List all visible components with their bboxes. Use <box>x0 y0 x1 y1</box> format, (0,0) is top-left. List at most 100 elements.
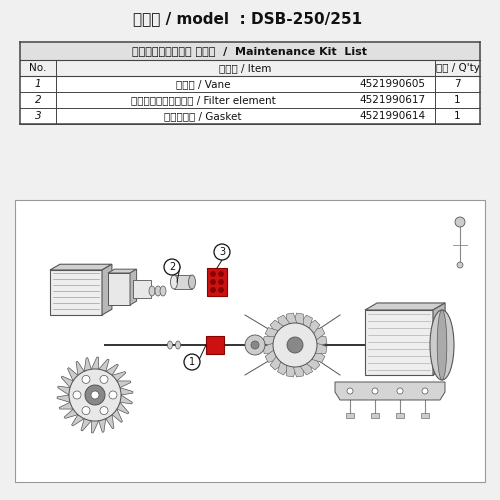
Circle shape <box>251 341 259 349</box>
Polygon shape <box>92 420 98 433</box>
Circle shape <box>273 323 317 367</box>
Polygon shape <box>84 358 92 372</box>
Text: 機種名 / model  : DSB-250/251: 機種名 / model : DSB-250/251 <box>134 12 362 26</box>
Circle shape <box>184 354 200 370</box>
Polygon shape <box>112 372 126 381</box>
Text: メンテナンスキット リスト  /  Maintenance Kit  List: メンテナンスキット リスト / Maintenance Kit List <box>132 46 368 56</box>
Circle shape <box>218 288 224 292</box>
Circle shape <box>372 388 378 394</box>
Polygon shape <box>76 362 84 376</box>
Polygon shape <box>108 273 130 305</box>
Bar <box>396 413 404 418</box>
Polygon shape <box>365 310 433 375</box>
Polygon shape <box>300 315 312 328</box>
Polygon shape <box>106 414 114 428</box>
Polygon shape <box>112 409 122 422</box>
Bar <box>20 76 480 92</box>
Ellipse shape <box>176 341 180 349</box>
Polygon shape <box>117 381 131 388</box>
Circle shape <box>218 280 224 284</box>
Circle shape <box>397 388 403 394</box>
Circle shape <box>210 272 216 276</box>
Polygon shape <box>270 320 283 334</box>
Text: 部品名 / Item: 部品名 / Item <box>220 63 272 73</box>
Polygon shape <box>312 350 325 362</box>
Text: 数量 / Q'ty: 数量 / Q'ty <box>436 63 480 73</box>
Bar <box>421 413 429 418</box>
Text: 1: 1 <box>34 79 42 89</box>
Circle shape <box>73 391 81 399</box>
Text: 3: 3 <box>219 247 225 257</box>
Text: 2: 2 <box>34 95 42 105</box>
Bar <box>20 42 480 60</box>
Circle shape <box>287 337 303 353</box>
Polygon shape <box>306 320 320 334</box>
Polygon shape <box>130 269 136 305</box>
Circle shape <box>245 335 265 355</box>
Circle shape <box>109 391 117 399</box>
Polygon shape <box>316 336 327 347</box>
Circle shape <box>69 369 121 421</box>
Polygon shape <box>365 303 445 310</box>
Polygon shape <box>58 386 70 395</box>
Circle shape <box>164 259 180 275</box>
Polygon shape <box>117 402 128 414</box>
Bar <box>20 108 480 124</box>
Text: 2: 2 <box>169 262 175 272</box>
Text: 1: 1 <box>454 95 461 105</box>
Polygon shape <box>293 366 304 377</box>
Circle shape <box>82 406 90 414</box>
Circle shape <box>218 272 224 276</box>
Polygon shape <box>335 382 445 400</box>
Text: ベーン / Vane: ベーン / Vane <box>176 79 230 89</box>
Polygon shape <box>64 409 78 418</box>
Bar <box>174 275 192 289</box>
Circle shape <box>210 280 216 284</box>
Text: 7: 7 <box>454 79 461 89</box>
Polygon shape <box>98 418 106 432</box>
Text: フィルターエレメント / Filter element: フィルターエレメント / Filter element <box>130 95 276 105</box>
Polygon shape <box>62 376 73 388</box>
Circle shape <box>210 288 216 292</box>
Polygon shape <box>265 350 278 362</box>
Polygon shape <box>316 343 327 353</box>
Polygon shape <box>265 328 278 340</box>
Bar <box>15 200 485 482</box>
Polygon shape <box>286 366 297 377</box>
Bar <box>207 268 227 296</box>
Ellipse shape <box>168 341 172 349</box>
Ellipse shape <box>155 286 161 296</box>
Text: 4521990614: 4521990614 <box>360 111 426 121</box>
Polygon shape <box>278 362 290 375</box>
Text: ガスケット / Gasket: ガスケット / Gasket <box>164 111 242 121</box>
Bar <box>133 280 151 298</box>
Circle shape <box>100 376 108 384</box>
Ellipse shape <box>437 310 447 380</box>
Polygon shape <box>120 395 132 404</box>
Bar <box>206 336 224 354</box>
Circle shape <box>100 406 108 414</box>
Polygon shape <box>433 303 445 375</box>
Polygon shape <box>263 336 274 347</box>
Polygon shape <box>50 264 112 270</box>
Polygon shape <box>57 395 70 402</box>
Polygon shape <box>286 313 297 324</box>
Polygon shape <box>312 328 325 340</box>
Polygon shape <box>59 402 73 409</box>
Polygon shape <box>263 343 274 353</box>
Polygon shape <box>300 362 312 375</box>
Text: 1: 1 <box>454 111 461 121</box>
Polygon shape <box>81 418 92 431</box>
Ellipse shape <box>430 310 454 380</box>
Bar <box>20 92 480 108</box>
Circle shape <box>85 385 105 405</box>
Bar <box>20 60 480 76</box>
Polygon shape <box>72 414 84 426</box>
Ellipse shape <box>149 286 155 296</box>
Polygon shape <box>120 388 133 395</box>
Polygon shape <box>102 264 112 315</box>
Polygon shape <box>108 269 136 273</box>
Polygon shape <box>306 356 320 370</box>
Text: No.: No. <box>30 63 46 73</box>
Bar <box>346 413 354 418</box>
